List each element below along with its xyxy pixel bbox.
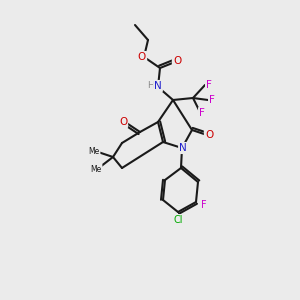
Text: F: F <box>206 80 212 90</box>
Text: O: O <box>119 117 127 127</box>
Text: F: F <box>209 95 215 105</box>
Text: Me: Me <box>90 164 102 173</box>
Text: F: F <box>201 200 207 210</box>
Text: Me: Me <box>88 146 100 155</box>
Text: H: H <box>148 82 154 91</box>
Text: F: F <box>199 108 205 118</box>
Text: N: N <box>179 143 187 153</box>
Text: O: O <box>205 130 213 140</box>
Text: O: O <box>173 56 181 66</box>
Text: O: O <box>138 52 146 62</box>
Text: N: N <box>154 81 162 91</box>
Text: Cl: Cl <box>173 215 183 225</box>
